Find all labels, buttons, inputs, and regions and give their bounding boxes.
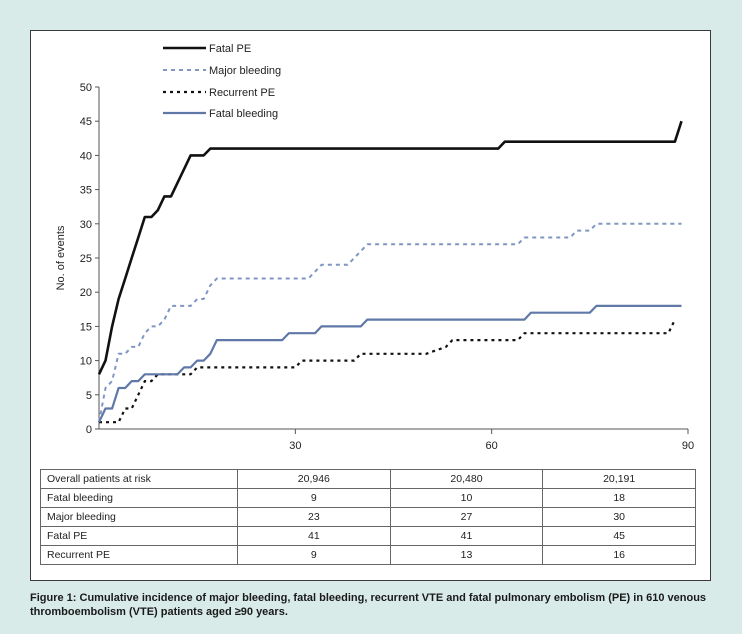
risk-row-label: Recurrent PE [40,545,238,565]
y-tick-label: 25 [80,253,92,265]
risk-header-value: 20,946 [237,469,391,489]
risk-header-value: 20,191 [542,469,696,489]
x-tick-label: 60 [486,440,498,452]
chart-legend: Fatal PE Major bleeding Recurrent PE Fatal … [163,43,281,120]
risk-row-value: 23 [237,507,391,527]
risk-row-value: 10 [389,488,544,508]
table-row: Recurrent PE 9 13 16 [40,545,696,565]
risk-row-value: 41 [237,526,391,546]
risk-row-value: 41 [389,526,544,546]
legend-label: Recurrent PE [209,87,275,99]
y-tick-label: 15 [80,321,92,333]
risk-row-value: 16 [542,545,696,565]
y-tick-label: 35 [80,185,92,197]
series-line-major-bleeding [98,222,682,423]
x-tick-label: 90 [682,440,694,452]
line-chart: 0 5 10 15 20 25 30 35 40 45 50 30 60 90 Fatal PE Major… [55,43,694,452]
series-line-fatal-bleeding [98,304,682,423]
chart-axes: 0 5 10 15 20 25 30 35 40 45 50 30 60 90 [80,82,694,452]
risk-row-value: 27 [389,507,544,527]
y-tick-label: 50 [80,82,92,94]
chart-series [97,120,683,424]
y-tick-label: 30 [80,219,92,231]
legend-label: Fatal PE [209,43,251,55]
risk-row-label: Major bleeding [40,507,238,527]
risk-row-value: 9 [237,488,391,508]
legend-label: Major bleeding [209,65,281,77]
y-tick-label: 20 [80,287,92,299]
table-row: Major bleeding 23 27 30 [40,507,696,527]
legend-label: Fatal bleeding [209,108,278,120]
table-row: Overall patients at risk 20,946 20,480 2… [40,469,696,489]
risk-row-value: 45 [542,526,696,546]
risk-row-value: 30 [542,507,696,527]
risk-table: Overall patients at risk 20,946 20,480 2… [40,469,696,565]
risk-row-value: 9 [237,545,391,565]
x-tick-label: 30 [289,440,301,452]
risk-row-value: 18 [542,488,696,508]
risk-row-label: Fatal bleeding [40,488,238,508]
series-line-fatal-pe [97,120,683,375]
y-tick-label: 10 [80,356,92,368]
risk-table-body: Overall patients at risk 20,946 20,480 2… [40,469,696,565]
y-axis-label: No. of events [55,225,67,290]
risk-header-label: Overall patients at risk [40,469,238,489]
table-row: Fatal bleeding 9 10 18 [40,488,696,508]
series-line-recurrent-pe [99,319,676,424]
y-tick-label: 0 [86,424,92,436]
table-row: Fatal PE 41 41 45 [40,526,696,546]
y-tick-label: 5 [86,390,92,402]
risk-row-value: 13 [389,545,544,565]
y-tick-label: 40 [80,150,92,162]
y-tick-label: 45 [80,116,92,128]
risk-row-label: Fatal PE [40,526,238,546]
risk-header-value: 20,480 [389,469,544,489]
figure-caption: Figure 1: Cumulative incidence of major … [30,592,707,618]
